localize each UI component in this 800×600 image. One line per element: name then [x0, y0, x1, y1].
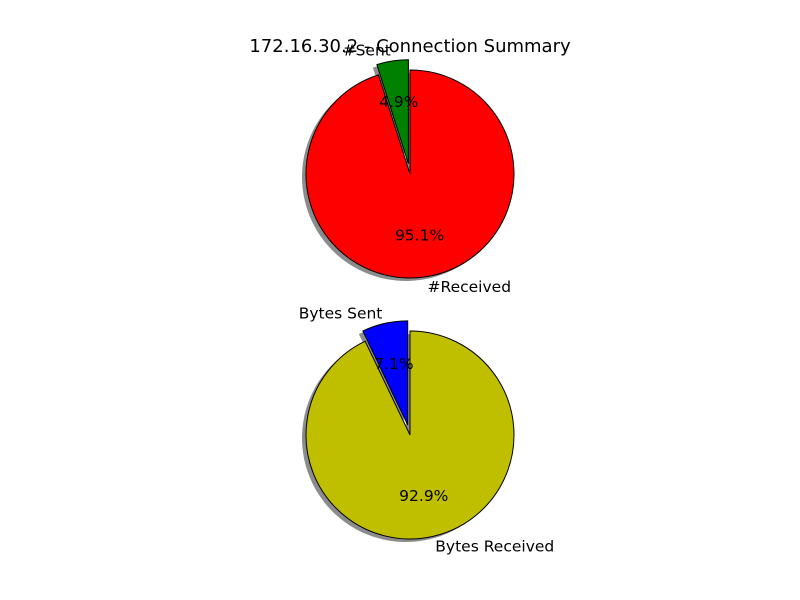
slice-label-sent: #Sent: [343, 42, 391, 60]
slice-label-received: #Received: [428, 278, 512, 296]
connection-bytes-pie: Bytes Sent 7.1% Bytes Received 92.9%: [299, 304, 555, 555]
pie-slice-bytes-received: [305, 330, 515, 540]
pie-slice-sent: [376, 59, 409, 164]
slice-percent-bytes-received: 92.9%: [399, 487, 448, 505]
chart-title: 172.16.30.2 - Connection Summary: [249, 36, 571, 57]
slice-percent-received: 95.1%: [395, 227, 444, 245]
pie-slice-received: [305, 69, 515, 279]
slice-percent-sent: 4.9%: [379, 93, 418, 111]
slice-label-bytes-received: Bytes Received: [435, 538, 554, 556]
slice-percent-bytes-sent: 7.1%: [374, 355, 413, 373]
slice-label-bytes-sent: Bytes Sent: [299, 304, 383, 322]
pie-slice-bytes-sent: [362, 320, 409, 426]
connection-count-pie: #Sent 4.9% #Received 95.1%: [302, 42, 515, 296]
